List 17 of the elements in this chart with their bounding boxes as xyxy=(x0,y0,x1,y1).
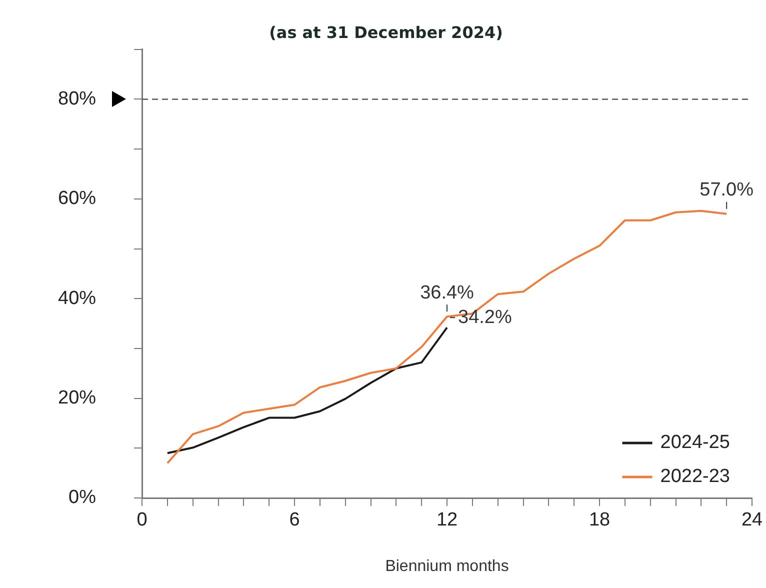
data-label: 34.2% xyxy=(458,306,512,328)
legend-label: 2022-23 xyxy=(660,466,730,488)
y-tick-label: 20% xyxy=(58,388,96,409)
y-tick-label: 40% xyxy=(58,288,96,309)
x-tick-label: 6 xyxy=(289,510,300,531)
x-tick-label: 0 xyxy=(136,510,148,531)
y-tick-label: 60% xyxy=(58,188,96,210)
chart-title: (as at 31 December 2024) xyxy=(269,22,503,42)
x-axis-title: Biennium months xyxy=(385,558,509,575)
y-tick-label: 0% xyxy=(68,487,96,508)
x-tick-label: 18 xyxy=(588,510,610,531)
legend-label: 2024-25 xyxy=(660,432,730,454)
data-label: 36.4% xyxy=(420,282,474,304)
x-tick-label: 12 xyxy=(436,510,458,531)
x-tick-label: 24 xyxy=(741,510,763,531)
y-tick-label: 80% xyxy=(58,88,96,110)
data-label: 57.0% xyxy=(700,180,754,201)
